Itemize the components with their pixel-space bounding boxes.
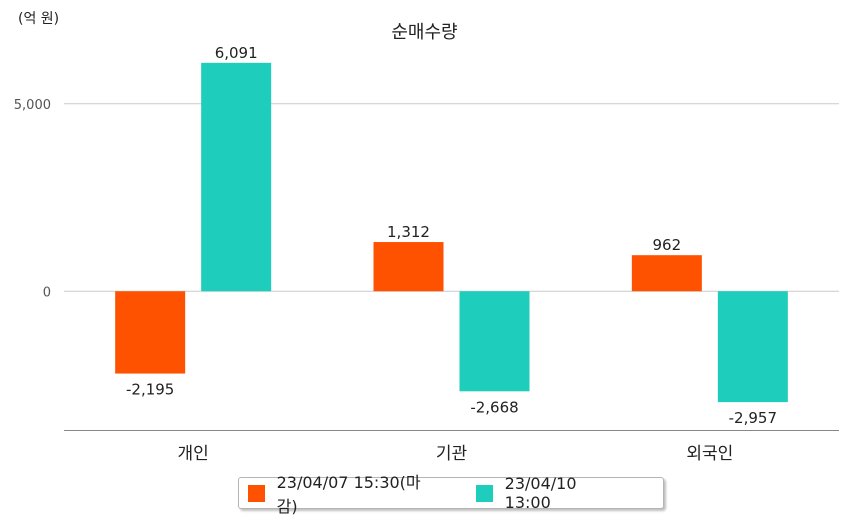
legend-label-series-1: 23/04/07 15:30(마감) [276,473,421,516]
y-tick-label: 0 [43,285,51,300]
x-tick-label: 기관 [436,444,467,464]
legend-label-series-2: 23/04/10 13:00 [504,474,577,512]
legend-item-series-1[interactable]: 23/04/07 15:30(마감) [248,469,438,517]
data-label: -2,195 [126,381,174,399]
unit-label: (억 원) [18,11,60,27]
y-tick-label: 5,000 [14,98,51,113]
x-tick-label: 개인 [178,444,209,464]
legend: 23/04/07 15:30(마감) 23/04/10 13:00 [238,473,664,516]
bar-chart: 0 5,000 -2,195 6,091 개인 1,312 -2,668 기관 962 -2,95… [14,44,839,464]
x-tick-label: 외국인 [686,444,733,464]
data-label: -2,957 [729,409,777,427]
bar-기관-series-2[interactable] [459,291,530,392]
data-label: 6,091 [215,44,258,62]
data-label: 962 [653,236,682,254]
legend-swatch-series-1 [248,484,265,502]
bar-개인-series-1[interactable] [115,291,186,374]
bar-외국인-series-2[interactable] [717,291,788,403]
chart-title: 순매수량 [391,22,458,43]
legend-swatch-series-2 [476,484,493,502]
bar-기관-series-1[interactable] [373,242,444,292]
data-label: 1,312 [387,223,430,241]
data-label: -2,668 [470,398,518,416]
legend-item-series-2[interactable]: 23/04/10 13:00 [476,474,625,512]
bar-외국인-series-1[interactable] [631,255,702,292]
bar-개인-series-2[interactable] [201,62,272,292]
